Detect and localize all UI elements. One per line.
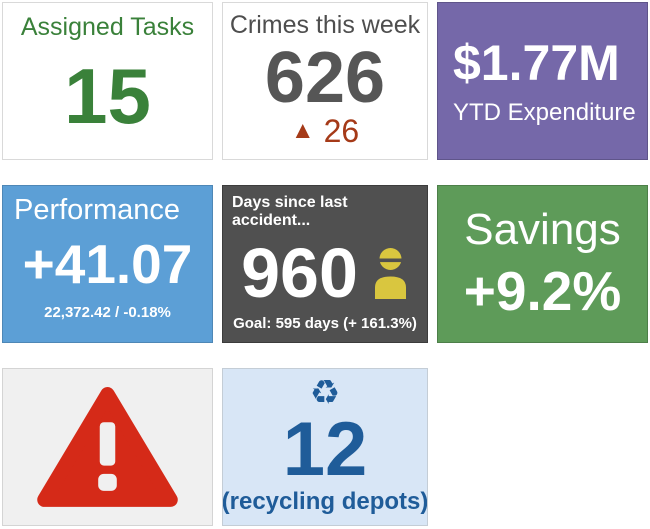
accident-title: Days since last accident...	[232, 194, 348, 229]
expenditure-label: YTD Expenditure	[453, 98, 636, 126]
recycling-value: 12	[282, 407, 368, 493]
accident-value: 960	[241, 233, 358, 312]
expenditure-value: $1.77M	[453, 34, 620, 91]
card-performance: Performance +41.07 22,372.42 / -0.18%	[2, 185, 213, 343]
card-crimes-this-week: Crimes this week 626 ▲ 26	[222, 2, 428, 160]
performance-title: Performance	[14, 194, 181, 226]
worker-icon	[374, 247, 406, 299]
accident-main: 960	[241, 230, 409, 315]
performance-value: +41.07	[22, 233, 193, 295]
card-alert	[2, 368, 213, 526]
empty-grid-cell	[437, 368, 648, 526]
card-ytd-expenditure: $1.77M YTD Expenditure	[437, 2, 648, 160]
assigned-tasks-title: Assigned Tasks	[20, 13, 195, 41]
savings-title: Savings	[464, 205, 621, 255]
recycling-label: (recycling depots)	[222, 488, 428, 516]
card-savings: Savings +9.2%	[437, 185, 648, 343]
warning-triangle-icon	[37, 387, 178, 507]
crimes-delta-value: 26	[323, 113, 360, 149]
card-recycling-depots: ♻ 12 (recycling depots)	[222, 368, 428, 526]
crimes-delta: ▲ 26	[291, 115, 359, 147]
performance-detail: 22,372.42 / -0.18%	[44, 304, 171, 321]
savings-value: +9.2%	[463, 259, 622, 322]
accident-goal: Goal: 595 days (+ 161.3%)	[233, 315, 417, 332]
up-triangle-icon: ▲	[290, 117, 315, 144]
recycle-icon: ♻	[309, 374, 341, 412]
card-assigned-tasks: Assigned Tasks 15	[2, 2, 213, 160]
crimes-value: 626	[264, 37, 386, 118]
crimes-title: Crimes this week	[229, 11, 421, 39]
card-days-since-accident: Days since last accident... 960 Goal: 59…	[222, 185, 428, 343]
assigned-tasks-value: 15	[64, 51, 151, 140]
